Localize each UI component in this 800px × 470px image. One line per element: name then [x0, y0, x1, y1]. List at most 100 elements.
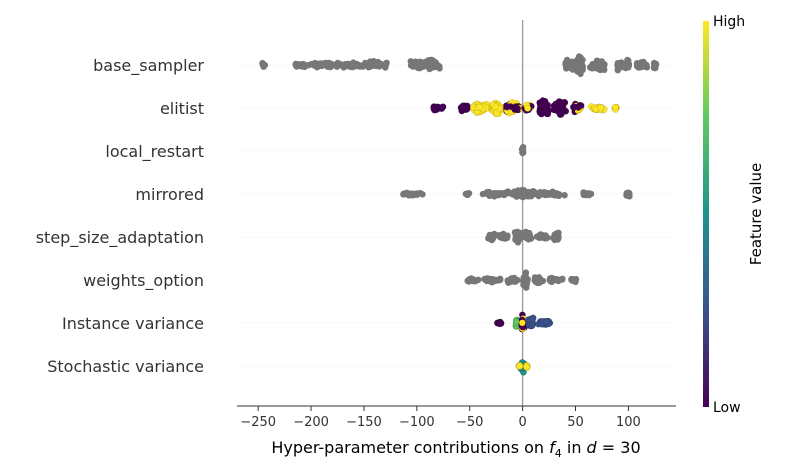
feature-label: mirrored [135, 185, 204, 204]
data-point [416, 58, 423, 66]
data-points [259, 53, 660, 376]
data-point [316, 62, 323, 69]
data-point [481, 275, 488, 283]
data-point [611, 104, 619, 111]
data-point [513, 230, 521, 237]
data-point [549, 276, 556, 283]
data-point [601, 66, 608, 74]
x-tick-label: −50 [456, 415, 483, 430]
data-point [514, 105, 521, 112]
feature-label: local_restart [105, 142, 204, 162]
colorbar-gradient [703, 21, 709, 407]
data-point [321, 60, 328, 67]
data-point [513, 193, 520, 200]
data-point [626, 190, 633, 197]
data-point [516, 362, 524, 370]
data-point [576, 68, 583, 76]
colorbar-high-label: High [713, 14, 745, 30]
data-point [438, 105, 446, 112]
colorbar-low-label: Low [713, 400, 741, 416]
data-point [576, 62, 583, 70]
x-tick-label: −200 [293, 415, 329, 430]
x-tick-label: −150 [346, 415, 382, 430]
data-point [422, 60, 429, 68]
data-point [555, 192, 563, 200]
data-point [430, 106, 438, 114]
data-point [500, 230, 507, 238]
data-point [523, 363, 530, 371]
data-point [617, 64, 624, 71]
data-point [464, 191, 471, 198]
data-point [527, 191, 534, 198]
data-point [479, 190, 487, 198]
data-point [525, 230, 532, 238]
data-point [373, 62, 381, 69]
x-tick-label: 50 [567, 415, 584, 430]
feature-label: Stochastic variance [47, 357, 204, 376]
data-point [522, 269, 530, 276]
data-point [571, 276, 578, 283]
data-point [652, 64, 659, 72]
data-point [301, 63, 308, 71]
x-tick-label: −100 [399, 415, 435, 430]
data-point [556, 100, 563, 107]
feature-label: base_sampler [93, 56, 204, 76]
data-point [543, 318, 550, 325]
data-point [485, 190, 493, 198]
data-point [639, 61, 646, 68]
data-point [496, 320, 504, 328]
data-point [518, 319, 526, 327]
data-point [475, 276, 482, 283]
data-point [587, 64, 594, 71]
data-point [408, 191, 415, 198]
x-axis-label: Hyper-parameter contributions on f4 in d… [271, 438, 640, 460]
data-point [574, 104, 582, 111]
data-point [535, 191, 542, 198]
data-point [559, 275, 566, 282]
x-tick-label: 0 [518, 415, 526, 430]
data-point [538, 233, 546, 241]
data-point [542, 100, 550, 108]
data-point [496, 275, 504, 282]
data-point [359, 62, 366, 69]
data-point [350, 62, 357, 69]
data-point [533, 275, 540, 282]
feature-label: elitist [160, 99, 204, 118]
data-point [552, 234, 559, 241]
x-tick-label: −250 [240, 415, 276, 430]
data-point [509, 276, 516, 283]
data-point [529, 315, 537, 323]
data-point [522, 275, 530, 282]
data-point [491, 103, 499, 111]
x-axis: −250 −200 −150 −100 −50 0 50 100 [237, 405, 676, 430]
data-point [260, 62, 267, 69]
data-point [489, 232, 496, 239]
data-point [597, 104, 605, 112]
data-point [519, 147, 526, 154]
data-point [561, 192, 568, 199]
data-point [524, 104, 532, 112]
colorbar-title: Feature value [747, 163, 765, 265]
feature-label: weights_option [83, 271, 204, 291]
data-point [569, 66, 576, 73]
data-point [634, 60, 641, 67]
data-point [458, 104, 466, 111]
data-point [594, 58, 602, 65]
colorbar: High Low Feature value [703, 14, 765, 416]
data-point [414, 190, 421, 197]
data-point [585, 190, 592, 197]
feature-label: step_size_adaptation [36, 228, 204, 248]
data-point [400, 190, 408, 197]
feature-label: Instance variance [62, 314, 204, 333]
data-point [464, 277, 471, 285]
gridlines [237, 64, 676, 367]
data-point [476, 103, 484, 111]
data-point [414, 64, 421, 71]
data-point [432, 63, 440, 70]
data-point [487, 276, 495, 283]
data-point [564, 58, 571, 65]
data-point [541, 191, 548, 198]
data-point [419, 191, 426, 198]
